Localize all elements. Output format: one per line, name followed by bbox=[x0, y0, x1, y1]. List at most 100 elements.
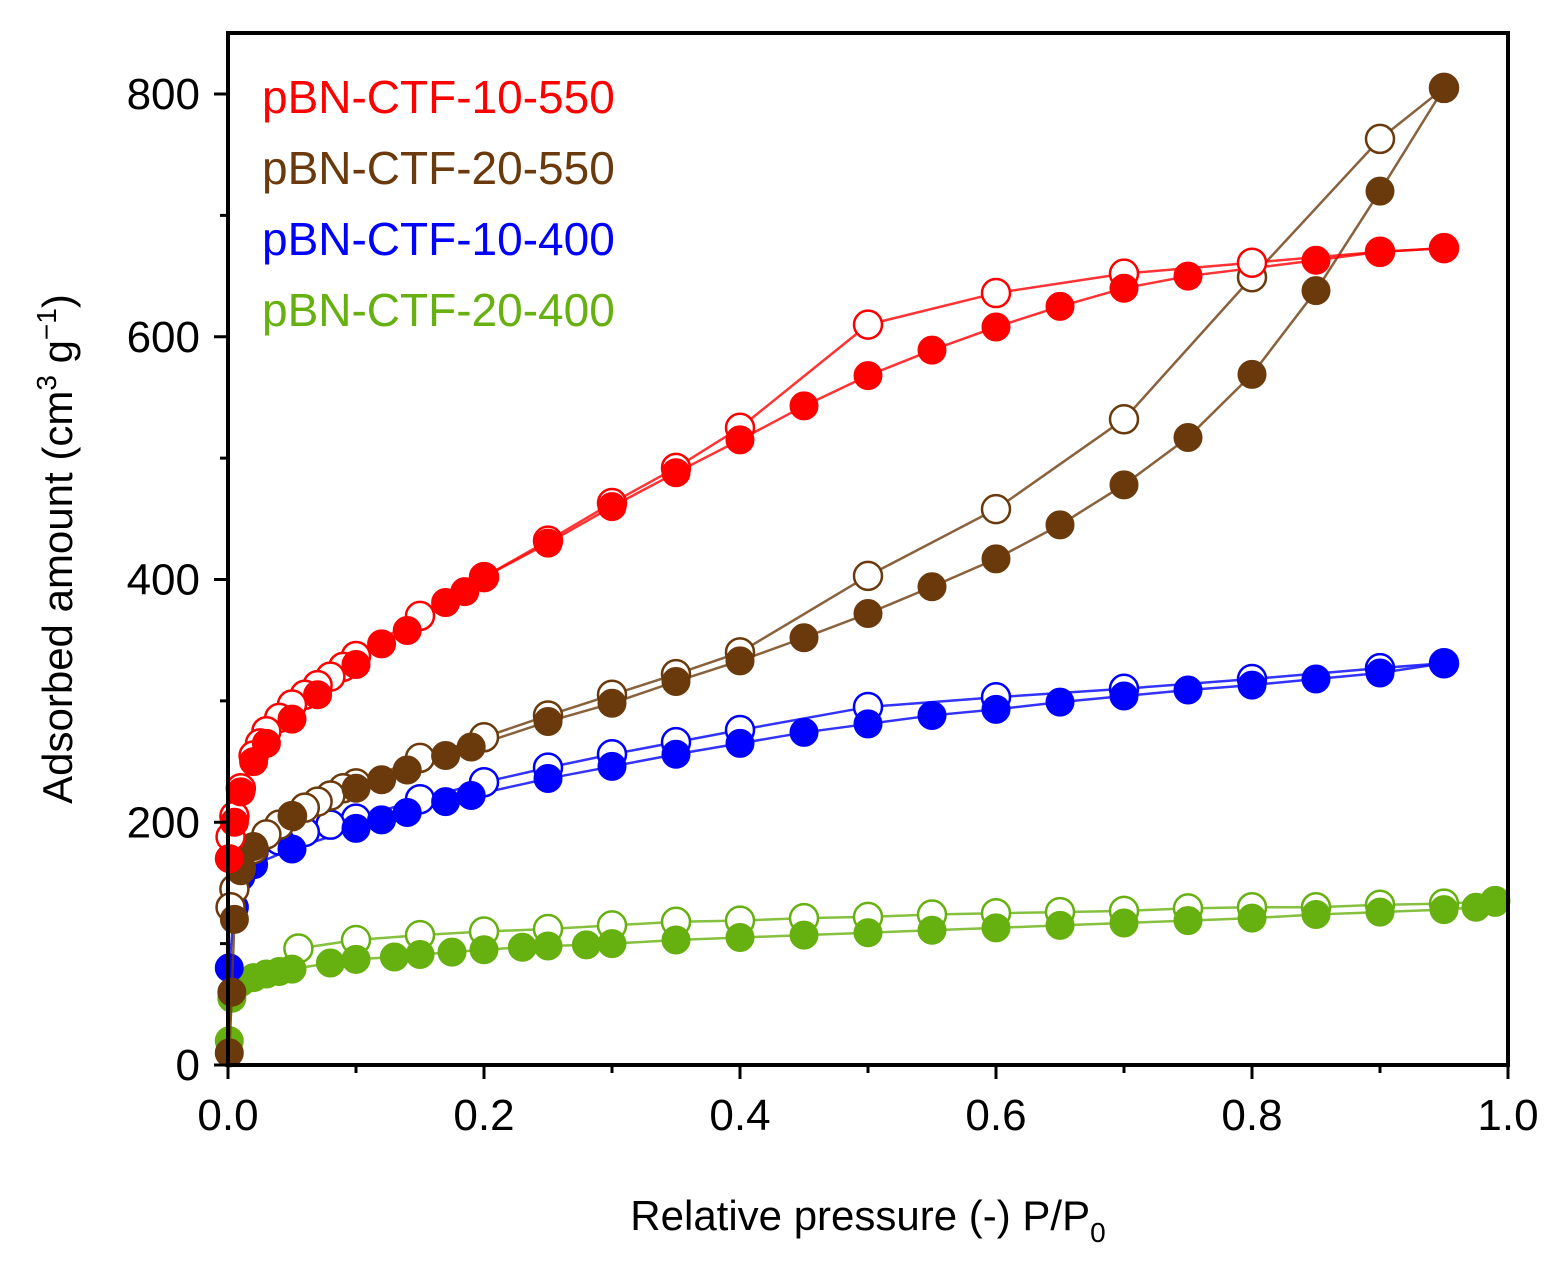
x-tick-label: 0.2 bbox=[453, 1091, 514, 1140]
adsorption-point bbox=[341, 944, 371, 974]
adsorption-point bbox=[1301, 664, 1331, 694]
adsorption-point bbox=[277, 954, 307, 984]
adsorption-point bbox=[1173, 675, 1203, 705]
adsorption-point bbox=[917, 572, 947, 602]
legend-entry: pBN-CTF-10-550 bbox=[262, 71, 615, 123]
adsorption-point bbox=[1429, 233, 1459, 263]
adsorption-point bbox=[1301, 276, 1331, 306]
adsorption-point bbox=[315, 948, 345, 978]
adsorption-point bbox=[571, 930, 601, 960]
adsorption-point bbox=[392, 615, 422, 645]
adsorption-point bbox=[661, 666, 691, 696]
adsorption-point bbox=[789, 623, 819, 653]
adsorption-point bbox=[437, 937, 467, 967]
adsorption-point bbox=[431, 787, 461, 817]
y-tick-label: 800 bbox=[127, 70, 200, 119]
x-tick-label: 1.0 bbox=[1477, 1091, 1538, 1140]
adsorption-point bbox=[1045, 687, 1075, 717]
adsorption-point bbox=[1109, 470, 1139, 500]
adsorption-point bbox=[341, 773, 371, 803]
axis-layer: 0.0 0.2 0.4 0.6 0.8 1.0 0 200 400 600 800 bbox=[127, 70, 1539, 1140]
desorption-point bbox=[980, 277, 1012, 309]
y-tick-label: 400 bbox=[127, 556, 200, 605]
adsorption-point bbox=[725, 646, 755, 676]
x-tick-label: 0.4 bbox=[709, 1091, 770, 1140]
adsorption-point bbox=[277, 834, 307, 864]
adsorption-point bbox=[917, 700, 947, 730]
adsorption-point bbox=[303, 680, 333, 710]
adsorption-point bbox=[1365, 897, 1395, 927]
desorption-point bbox=[1236, 247, 1268, 278]
series-pBN-CTF-10-550 bbox=[214, 232, 1460, 874]
adsorption-point bbox=[917, 915, 947, 945]
adsorption-point bbox=[367, 765, 397, 795]
adsorption-point bbox=[251, 728, 281, 758]
series-layer bbox=[214, 72, 1511, 1068]
adsorption-point bbox=[1429, 648, 1459, 678]
adsorption-point bbox=[597, 688, 627, 718]
series-pBN-CTF-20-400 bbox=[214, 885, 1511, 1056]
adsorption-point bbox=[661, 925, 691, 955]
adsorption-point bbox=[219, 904, 249, 934]
adsorption-point bbox=[469, 935, 499, 965]
legend-entry: pBN-CTF-10-400 bbox=[262, 213, 615, 265]
desorption-point bbox=[1108, 404, 1140, 435]
y-tick-label: 600 bbox=[127, 313, 200, 362]
adsorption-point bbox=[725, 728, 755, 758]
adsorption-point bbox=[341, 649, 371, 679]
adsorption-point bbox=[597, 929, 627, 959]
adsorption-point bbox=[853, 361, 883, 391]
adsorption-point bbox=[661, 458, 691, 488]
y-axis-label: Adsorbed amount (cm3 g−1) bbox=[31, 294, 81, 804]
adsorption-point bbox=[533, 931, 563, 961]
adsorption-point bbox=[341, 813, 371, 843]
adsorption-point bbox=[1237, 670, 1267, 700]
y-tick-label: 0 bbox=[176, 1041, 200, 1090]
adsorption-point bbox=[392, 755, 422, 785]
adsorption-point bbox=[226, 777, 256, 807]
adsorption-point bbox=[367, 805, 397, 835]
adsorption-point bbox=[1045, 510, 1075, 540]
x-axis-label: Relative pressure (-) P/P0 bbox=[630, 1192, 1105, 1248]
adsorption-point bbox=[1301, 245, 1331, 275]
adsorption-point bbox=[853, 709, 883, 739]
adsorption-point bbox=[1480, 887, 1510, 917]
adsorption-point bbox=[431, 740, 461, 770]
adsorption-point bbox=[1173, 422, 1203, 452]
desorption-point bbox=[852, 560, 884, 592]
adsorption-point bbox=[725, 923, 755, 953]
adsorption-point bbox=[1301, 899, 1331, 929]
adsorption-point bbox=[277, 704, 307, 734]
adsorption-point bbox=[1045, 291, 1075, 321]
series-pBN-CTF-20-550 bbox=[214, 72, 1460, 1068]
adsorption-point bbox=[725, 425, 755, 455]
adsorption-point bbox=[1109, 273, 1139, 303]
adsorption-point bbox=[456, 732, 486, 762]
legend-entry: pBN-CTF-20-550 bbox=[262, 142, 615, 194]
adsorption-point bbox=[981, 544, 1011, 574]
adsorption-point bbox=[853, 918, 883, 948]
adsorption-point bbox=[597, 492, 627, 522]
adsorption-point bbox=[533, 764, 563, 794]
adsorption-point bbox=[456, 781, 486, 811]
adsorption-point bbox=[277, 801, 307, 831]
x-tick-label: 0.8 bbox=[1221, 1091, 1282, 1140]
adsorption-point bbox=[597, 751, 627, 781]
adsorption-point bbox=[661, 739, 691, 769]
adsorption-point bbox=[789, 717, 819, 747]
adsorption-point bbox=[1173, 261, 1203, 291]
desorption-line bbox=[229, 86, 1445, 908]
adsorption-point bbox=[1429, 73, 1459, 103]
adsorption-point bbox=[1109, 908, 1139, 938]
adsorption-point bbox=[981, 913, 1011, 943]
adsorption-point bbox=[1173, 906, 1203, 936]
desorption-point bbox=[1364, 123, 1396, 155]
desorption-point bbox=[852, 309, 884, 340]
adsorption-point bbox=[981, 312, 1011, 342]
adsorption-point bbox=[1365, 176, 1395, 206]
adsorption-point bbox=[469, 562, 499, 592]
adsorption-point bbox=[789, 391, 819, 421]
adsorption-point bbox=[1237, 359, 1267, 389]
series-pBN-CTF-10-400 bbox=[214, 647, 1460, 983]
desorption-point bbox=[980, 493, 1012, 525]
